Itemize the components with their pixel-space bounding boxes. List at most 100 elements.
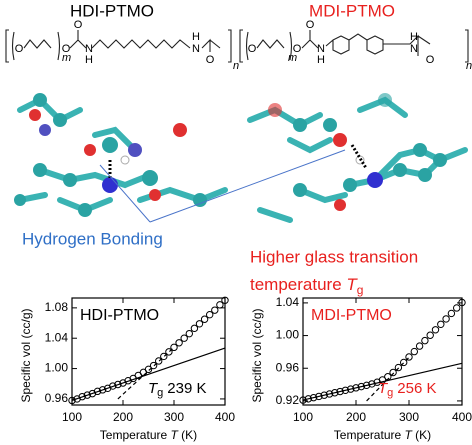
atom [78, 203, 92, 217]
pointer-line [99, 149, 346, 223]
tg-text: temperature [250, 275, 346, 294]
data-point [68, 396, 76, 405]
atom: H [85, 54, 93, 66]
y-tick-label: 0.96 [276, 360, 300, 374]
atom [128, 143, 142, 157]
atom: O [74, 19, 83, 31]
data-point [185, 329, 194, 338]
left-title: HDI-PTMO [70, 1, 154, 20]
atom [33, 93, 47, 107]
atom: N [410, 43, 418, 55]
hbond-dash [350, 144, 368, 169]
data-point [114, 380, 122, 389]
y-axis-label: Specific vol (cc/g) [19, 308, 33, 402]
tg-value: 239 K [167, 380, 206, 397]
tg-subscript: g [357, 283, 364, 297]
data-point [362, 381, 371, 390]
x-axis-label: Temperature T (K) [100, 428, 197, 442]
data-point [190, 324, 199, 333]
atom: H [317, 54, 325, 66]
atom [418, 168, 432, 182]
x-tick-label: 100 [293, 410, 313, 424]
subscript: n [466, 60, 472, 72]
subscript: m [62, 52, 71, 64]
data-point [357, 382, 365, 391]
atom [393, 163, 407, 177]
atom: O [62, 43, 71, 55]
data-point [160, 352, 168, 361]
fit-line [71, 347, 226, 402]
data-point [331, 389, 339, 397]
atom: O [15, 43, 24, 55]
atom [293, 118, 307, 132]
paren [245, 31, 293, 61]
atom: O [426, 54, 435, 66]
atom [334, 199, 346, 211]
data-point [149, 361, 158, 370]
atom: H [410, 31, 418, 43]
x-tick-label: 300 [164, 410, 184, 424]
data-point [165, 348, 173, 356]
x-tick-label: 200 [113, 410, 133, 424]
tg-symbol: T [148, 380, 159, 397]
atom [193, 193, 207, 207]
atoms [14, 93, 207, 217]
bonds [256, 30, 431, 56]
data-point [170, 343, 178, 352]
fit-line [302, 362, 463, 401]
paren [11, 31, 61, 61]
data-point [109, 382, 117, 390]
y-tick-label: 1.00 [276, 328, 300, 342]
data-point [211, 306, 219, 314]
data-point [347, 385, 355, 393]
bracket [239, 29, 469, 63]
x-axis-label-part: Temperature [334, 428, 405, 442]
subscript: m [288, 52, 297, 64]
atom [29, 109, 41, 121]
atom [378, 93, 392, 107]
data-point [352, 384, 360, 392]
data-point [384, 373, 392, 381]
data-point [93, 387, 102, 396]
atom [268, 103, 282, 117]
tg-subscript: g [387, 387, 393, 399]
data-point [216, 301, 224, 309]
molecule-render-right [247, 93, 468, 223]
atom [120, 155, 130, 165]
atom [333, 133, 347, 147]
sticks [17, 96, 228, 214]
data-point [299, 396, 307, 404]
x-tick-label: 100 [62, 410, 82, 424]
atom [102, 177, 118, 193]
tg-label: Tg 239 K [148, 380, 207, 399]
atom [343, 178, 357, 192]
data-point [83, 391, 92, 399]
data-point [421, 336, 429, 345]
tg-label-line1: Higher glass transition [250, 247, 418, 266]
tg-label-line2: temperature Tg [250, 275, 363, 297]
hbond-label: Hydrogen Bonding [22, 229, 163, 248]
tg-label: Tg 256 K [378, 380, 437, 399]
data-point [400, 358, 408, 367]
y-tick-label: 0.92 [276, 393, 300, 407]
tg-symbol: T [346, 275, 358, 294]
atom [293, 183, 307, 197]
data-point [155, 357, 163, 365]
subscript: n [233, 60, 239, 72]
x-tick-label: 200 [346, 410, 366, 424]
data-point [221, 296, 229, 304]
data-point [368, 380, 376, 388]
data-point [437, 320, 445, 329]
bracket [5, 29, 232, 63]
data-point [447, 309, 456, 318]
y-axis-label: Specific vol (cc/g) [250, 308, 264, 402]
data-point [405, 353, 413, 361]
data-point [394, 363, 403, 372]
atom [142, 170, 158, 186]
atom: H [192, 31, 200, 43]
data-point [426, 331, 434, 339]
atom: N [85, 43, 93, 55]
right-title: MDI-PTMO [309, 1, 395, 20]
tg-value: 256 K [397, 380, 436, 397]
